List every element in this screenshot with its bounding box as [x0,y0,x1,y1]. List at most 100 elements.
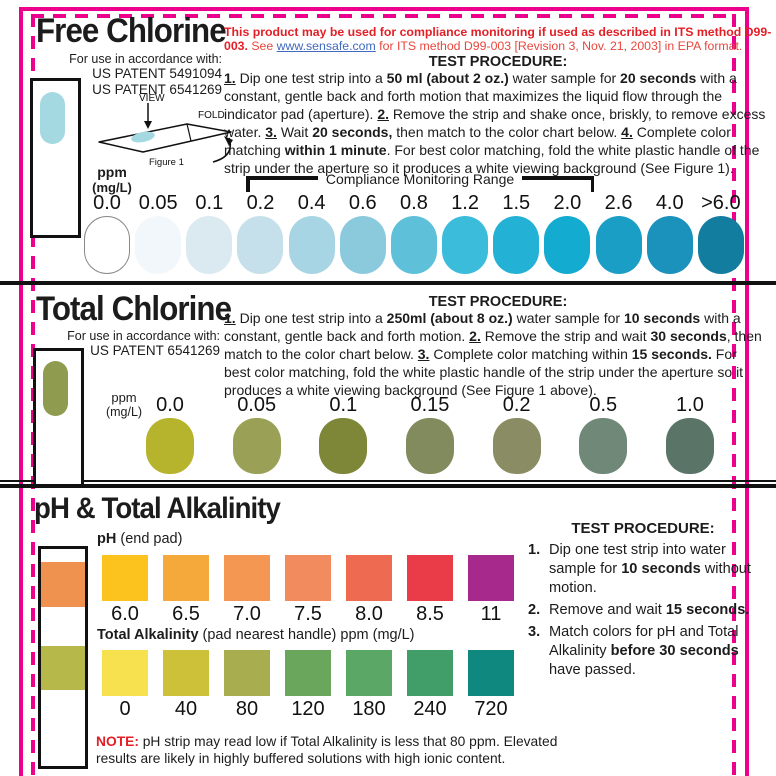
scale-cell: 240 [407,650,453,720]
compliance-range-label: Compliance Monitoring Range [325,171,515,187]
free-chlorine-color-scale: 0.0 0.05 0.1 0.2 0.4 0.6 0.8 1.2 1.5 2.0 2.6 4.0 >6.… [84,192,744,274]
scale-value-label: 2.6 [604,192,633,214]
color-swatch [346,650,392,696]
scale-value-label: 0.6 [348,192,377,214]
scale-cell: 4.0 [646,192,693,274]
color-swatch [346,555,392,601]
color-swatch [407,650,453,696]
total-chlorine-color-scale: 0.0 0.05 0.1 0.15 0.2 0.5 1.0 [146,394,714,474]
scale-cell: 0.05 [135,192,182,274]
scale-value-label: 0.2 [246,192,275,214]
scale-cell: 0.8 [390,192,437,274]
scale-value-label: >6.0 [701,192,741,214]
free-chlorine-title: Free Chlorine [36,12,227,50]
color-swatch [288,216,335,274]
note-text: NOTE: pH strip may read low if Total Alk… [96,734,558,766]
color-swatch [468,650,514,696]
scale-value-label: 240 [413,698,447,720]
scale-cell: 0.2 [492,394,541,474]
scale-value-label: 8.0 [355,603,383,625]
tc-ppm-label: ppm (mg/L) [105,390,143,419]
scale-value-label: 1.5 [502,192,531,214]
fold-label: FOLD [198,110,225,121]
scale-value-label: 0 [119,698,131,720]
color-swatch [493,216,540,274]
patent-line: US PATENT 5491094 [92,66,222,81]
color-swatch [339,216,386,274]
figure-strip-pad [131,131,155,143]
scale-value-label: 6.0 [111,603,139,625]
scale-cell: 0.15 [405,394,454,474]
patent-line: US PATENT 6541269 [90,343,220,358]
section-divider-2-thin [0,480,776,482]
fc-ppm-label: ppm (mg/L) [92,164,132,195]
ph-caption: pH (end pad) [97,531,183,547]
compliance-bracket: Compliance Monitoring Range [246,171,595,192]
procedure-step: 1. Dip one test strip into water sample … [528,542,751,596]
scale-cell: 7.0 [224,555,270,625]
sensafe-link[interactable]: www.sensafe.com [276,38,376,53]
scale-cell: 8.5 [407,555,453,625]
scale-value-label: 1.2 [451,192,479,214]
scale-cell: 2.0 [544,192,591,274]
color-swatch [579,418,628,474]
color-swatch [665,418,714,474]
color-swatch [405,418,454,474]
scale-value-label: 11 [480,603,502,625]
scale-cell: 0.1 [186,192,233,274]
scale-value-label: 40 [174,698,198,720]
scale-cell: 0.0 [84,192,130,274]
scale-cell: 1.2 [442,192,489,274]
color-swatch [468,555,514,601]
section-divider-1 [0,281,776,285]
figure-1-diagram: VIEW FOLD Figure 1 [98,93,233,168]
scale-cell: 40 [163,650,209,720]
view-arrow-icon [144,121,152,129]
color-swatch [102,650,148,696]
color-swatch [84,216,130,274]
color-swatch [237,216,284,274]
scale-cell: 0.4 [288,192,335,274]
scale-cell: 0 [102,650,148,720]
strip-ph-pad [41,562,85,607]
test-strip-illustration [38,546,88,769]
alkalinity-color-scale: 0 40 80 120 180 240 720 [102,650,514,720]
ph-alkalinity-title: pH & Total Alkalinity [34,492,281,525]
for-use-text: For use in accordance with: [67,329,220,343]
procedure-step: 2. Remove and wait 15 seconds. [528,602,750,618]
ph-color-scale: 6.0 6.5 7.0 7.5 8.0 8.5 11 [102,555,514,625]
scale-value-label: 7.0 [233,603,261,625]
tc-test-procedure-title: TEST PROCEDURE: [428,294,568,310]
color-swatch [595,216,642,274]
ta-caption: Total Alkalinity (pad nearest handle) pp… [97,627,415,643]
scale-value-label: 0.2 [502,394,531,416]
ph-test-procedure-list: 1. Dip one test strip into water sample … [528,541,764,683]
scale-value-label: 0.4 [297,192,326,214]
color-swatch [442,216,489,274]
scale-cell: 80 [224,650,270,720]
scale-value-label: 0.05 [237,394,277,416]
color-swatch [146,418,194,474]
scale-value-label: 0.1 [195,192,224,214]
scale-value-label: 720 [474,698,508,720]
compliance-notice: This product may be used for compliance … [224,25,772,53]
scale-value-label: 0.5 [589,394,618,416]
color-swatch [697,216,744,274]
color-swatch [163,650,209,696]
strip-pad [43,361,68,416]
scale-cell: 0.05 [232,394,281,474]
scale-cell: 180 [346,650,392,720]
strip-pad [40,92,65,144]
scale-cell: 720 [468,650,514,720]
scale-cell: 1.5 [493,192,540,274]
for-use-text: For use in accordance with: [69,52,222,66]
trim-border-left [19,7,23,776]
color-swatch [492,418,541,474]
fc-test-procedure-text: 1. Dip one test strip into a 50 ml (abou… [224,70,766,176]
color-swatch [186,216,233,274]
scale-cell: 1.0 [665,394,714,474]
scale-value-label: 80 [235,698,259,720]
scale-cell: 0.5 [579,394,628,474]
color-swatch [285,650,331,696]
